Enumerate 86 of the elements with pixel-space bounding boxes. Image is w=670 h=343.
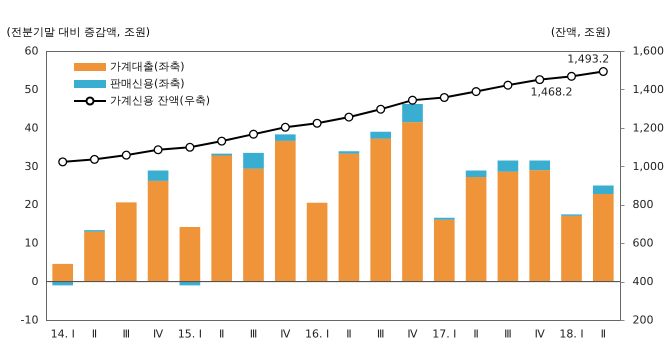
point xyxy=(535,75,544,84)
bar xyxy=(434,220,455,282)
x-tick-label: 15. Ⅰ xyxy=(178,328,202,340)
point xyxy=(566,72,576,81)
bar xyxy=(370,132,392,139)
x-tick-label: 14. Ⅰ xyxy=(50,328,75,340)
point xyxy=(154,145,163,154)
y-tick-label: 20 xyxy=(24,198,38,212)
x-tick-label: 16. Ⅰ xyxy=(304,328,330,340)
bar xyxy=(243,152,264,169)
point xyxy=(598,67,608,76)
point xyxy=(440,92,449,102)
bar xyxy=(592,194,614,282)
bar xyxy=(52,264,74,282)
bar xyxy=(466,170,486,178)
y2-tick-label: 200 xyxy=(632,314,654,326)
point xyxy=(376,104,386,114)
y-tick-label: 0 xyxy=(32,275,38,288)
bar xyxy=(402,104,423,122)
point xyxy=(122,150,131,160)
bar xyxy=(498,160,518,172)
y2-axis-title: (잔액, 조원) xyxy=(550,26,610,38)
point xyxy=(472,87,481,96)
y2-tick-label: 800 xyxy=(632,198,654,212)
bar xyxy=(148,180,168,282)
y-axis-title: (전분기말 대비 증감액, 조원) xyxy=(6,26,150,38)
x-tick-label: Ⅱ xyxy=(92,328,98,340)
annotation: 1,493.2 xyxy=(567,52,610,66)
bar xyxy=(84,232,105,282)
x-tick-label: 18. Ⅰ xyxy=(559,328,584,340)
bar xyxy=(274,134,296,141)
x-tick-label: Ⅲ xyxy=(504,328,512,340)
bar xyxy=(338,154,360,282)
bar xyxy=(180,227,200,282)
x-tick-label: Ⅱ xyxy=(218,328,224,340)
bar xyxy=(211,156,232,282)
bar xyxy=(498,172,518,282)
x-tick-label: Ⅳ xyxy=(280,328,292,340)
annotation: 1,468.2 xyxy=(530,85,573,98)
bar xyxy=(592,186,614,194)
point xyxy=(58,157,68,166)
y2-tick-label: 1,600 xyxy=(632,44,664,58)
bar xyxy=(529,160,550,170)
legend-label: 판매신용(좌축) xyxy=(110,77,185,90)
bar xyxy=(148,170,168,181)
legend-label: 가계대출(좌축) xyxy=(110,60,185,73)
y-tick-label: 40 xyxy=(24,121,38,134)
point xyxy=(312,118,322,128)
bar xyxy=(243,168,264,282)
bar xyxy=(561,216,582,282)
bar xyxy=(306,202,328,282)
y2-tick-label: 400 xyxy=(632,275,654,288)
y-tick-label: 10 xyxy=(24,236,38,250)
legend-label: 가계신용 잔액(우축) xyxy=(110,94,210,107)
y-tick-label: 30 xyxy=(24,160,38,173)
point xyxy=(280,122,290,132)
y2-tick-label: 1,400 xyxy=(632,82,664,96)
point xyxy=(90,154,100,164)
point xyxy=(408,96,418,105)
x-tick-label: Ⅳ xyxy=(153,328,164,340)
x-tick-label: Ⅳ xyxy=(407,328,418,340)
y2-tick-label: 600 xyxy=(632,236,654,250)
bar xyxy=(466,177,486,282)
bar xyxy=(116,202,137,282)
y-tick-label: 60 xyxy=(24,44,38,58)
bar xyxy=(529,170,550,282)
x-tick-label: Ⅱ xyxy=(600,328,606,340)
y-tick-label: -10 xyxy=(20,314,38,326)
x-tick-label: Ⅲ xyxy=(122,328,130,340)
x-tick-label: Ⅲ xyxy=(376,328,384,340)
point xyxy=(217,136,226,146)
x-tick-label: Ⅱ xyxy=(346,328,352,340)
point xyxy=(185,142,194,152)
x-tick-label: Ⅱ xyxy=(473,328,479,340)
x-tick-label: Ⅳ xyxy=(534,328,546,340)
bar xyxy=(370,138,392,282)
x-tick-label: 17. Ⅰ xyxy=(432,328,456,340)
y2-tick-label: 1,000 xyxy=(632,160,664,173)
y-tick-label: 50 xyxy=(24,82,38,96)
bar xyxy=(402,122,423,282)
point xyxy=(344,112,354,122)
y2-tick-label: 1,200 xyxy=(632,121,664,134)
bar xyxy=(274,140,296,282)
point xyxy=(248,130,258,139)
point xyxy=(503,80,512,90)
x-tick-label: Ⅲ xyxy=(250,328,258,340)
